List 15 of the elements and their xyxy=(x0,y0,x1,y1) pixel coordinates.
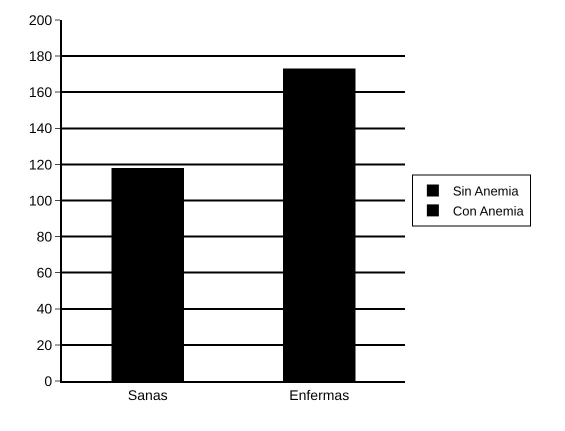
y-tick-label: 0 xyxy=(44,372,52,389)
y-tick-label: 140 xyxy=(28,120,52,136)
y-tick-label: 160 xyxy=(28,84,52,100)
y-tick-label: 100 xyxy=(28,192,52,208)
y-tick-label: 120 xyxy=(28,156,52,172)
legend-label: Sin Anemia xyxy=(452,184,520,199)
x-tick-label: Enfermas xyxy=(289,386,350,403)
legend-label: Con Anemia xyxy=(452,203,524,218)
y-tick-label: 40 xyxy=(36,300,52,317)
x-tick-label: Sanas xyxy=(128,386,168,403)
y-tick-label: 20 xyxy=(36,336,52,353)
y-tick-label: 80 xyxy=(36,228,52,244)
y-tick-label: 200 xyxy=(28,12,52,28)
y-tick-label: 60 xyxy=(36,264,52,281)
y-tick-label: 180 xyxy=(28,48,52,64)
